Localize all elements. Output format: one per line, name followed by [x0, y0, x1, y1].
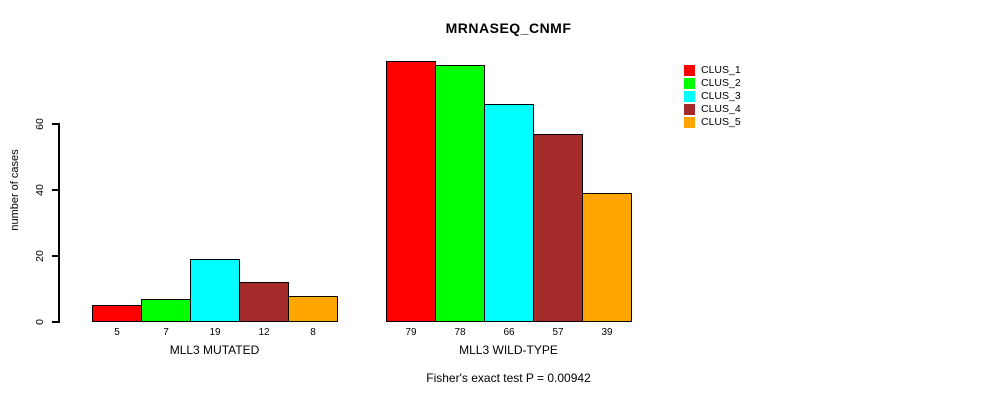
y-tick-label: 40 [34, 184, 46, 196]
y-tick-label: 60 [34, 118, 46, 130]
legend-item: CLUS_4 [684, 101, 741, 116]
bar-clus_2 [141, 299, 191, 322]
bar-value-label: 12 [258, 327, 270, 338]
group-label: MLL3 MUTATED [169, 343, 260, 357]
legend-item: CLUS_3 [684, 88, 741, 103]
y-tick-label: 20 [34, 250, 46, 262]
bar-value-label: 57 [552, 327, 564, 338]
y-axis-label: number of cases [9, 149, 21, 231]
bar-clus_2 [435, 65, 485, 322]
y-tick [52, 189, 59, 191]
bar-value-label: 66 [503, 327, 515, 338]
legend-swatch [684, 78, 695, 90]
legend-item: CLUS_1 [684, 62, 741, 77]
legend-label: CLUS_5 [701, 116, 741, 129]
bar-clus_3 [190, 259, 240, 322]
bar-value-label: 19 [209, 327, 221, 338]
bar-value-label: 78 [454, 327, 466, 338]
legend-swatch [684, 104, 695, 116]
y-tick-label: 0 [34, 319, 46, 325]
legend-item: CLUS_5 [684, 114, 741, 129]
legend: CLUS_1 CLUS_2 CLUS_3 CLUS_4 CLUS_5 [684, 62, 741, 129]
subtitle: Fisher's exact test P = 0.00942 [426, 371, 591, 385]
bar-clus_3 [484, 104, 534, 322]
y-tick [52, 123, 59, 125]
bar-clus_1 [386, 61, 436, 322]
legend-swatch [684, 91, 695, 103]
legend-label: CLUS_4 [701, 103, 741, 116]
legend-label: CLUS_2 [701, 77, 741, 90]
bar-value-label: 39 [601, 327, 613, 338]
y-tick [52, 255, 59, 257]
legend-swatch [684, 65, 695, 77]
bar-value-label: 5 [114, 327, 120, 338]
bar-clus_4 [533, 134, 583, 322]
y-tick [52, 321, 59, 323]
bar-value-label: 79 [405, 327, 417, 338]
chart-title: MRNASEQ_CNMF [445, 20, 572, 36]
legend-swatch [684, 117, 695, 129]
bar-clus_5 [288, 296, 338, 322]
bar-clus_5 [582, 193, 632, 322]
bar-value-label: 7 [163, 327, 169, 338]
legend-item: CLUS_2 [684, 75, 741, 90]
group-label: MLL3 WILD-TYPE [459, 343, 558, 357]
bar-clus_1 [92, 305, 142, 322]
legend-label: CLUS_1 [701, 64, 741, 77]
bar-value-label: 8 [310, 327, 316, 338]
bar-clus_4 [239, 282, 289, 322]
y-axis-line [58, 123, 60, 323]
legend-label: CLUS_3 [701, 90, 741, 103]
